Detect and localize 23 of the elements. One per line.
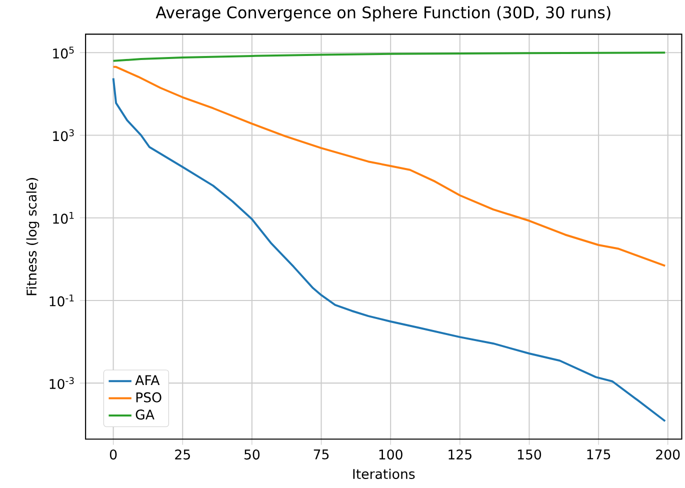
x-tick-label: 50: [244, 449, 260, 460]
y-tick-label: 10$^{5}$: [53, 46, 74, 58]
x-tick-label: 175: [587, 449, 610, 460]
y-tick-label: 10$^{-3}$: [50, 377, 74, 390]
x-axis-title: Iterations: [353, 468, 415, 479]
line-series: [112, 77, 666, 422]
y-axis-title: Fitness (log scale): [26, 178, 40, 296]
x-tick-label: 25: [175, 449, 190, 460]
x-tick-label: 0: [110, 449, 117, 460]
y-tick-label: 10$^{1}$: [53, 212, 74, 224]
x-tick-label: 200: [656, 449, 680, 460]
chart-title: Average Convergence on Sphere Function (30D, 30 runs): [156, 6, 610, 22]
legend-label: GA: [136, 409, 154, 420]
line-series: [112, 66, 666, 267]
x-tick-label: 100: [379, 449, 402, 460]
x-tick-label: 75: [314, 449, 329, 460]
line-series: [112, 52, 666, 62]
x-tick-label: 150: [518, 449, 542, 460]
y-tick-label: 10$^{3}$: [53, 129, 74, 142]
x-tick-label: 125: [448, 449, 472, 460]
legend-label: PSO: [136, 392, 162, 402]
y-tick-label: 10$^{-1}$: [50, 294, 74, 306]
legend-label: AFA: [135, 375, 160, 385]
